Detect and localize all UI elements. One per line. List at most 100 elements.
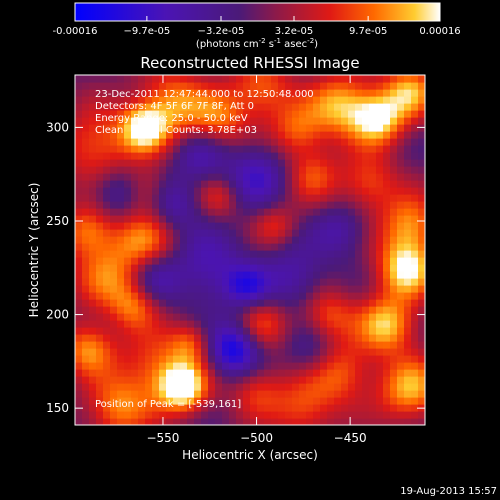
heatmap-cell xyxy=(397,397,405,405)
heatmap-cell xyxy=(292,180,300,188)
heatmap-cell xyxy=(89,250,97,258)
heatmap-cell xyxy=(404,355,412,363)
heatmap-cell xyxy=(124,117,132,125)
heatmap-cell xyxy=(103,131,111,139)
heatmap-cell xyxy=(131,397,139,405)
heatmap-cell xyxy=(327,299,335,307)
heatmap-cell xyxy=(411,411,419,419)
heatmap-cell xyxy=(383,180,391,188)
heatmap-cell xyxy=(75,187,83,195)
heatmap-cell xyxy=(404,299,412,307)
heatmap-cell xyxy=(110,369,118,377)
heatmap-cell xyxy=(292,362,300,370)
heatmap-cell xyxy=(341,334,349,342)
heatmap-cell xyxy=(320,159,328,167)
heatmap-cell xyxy=(292,306,300,314)
heatmap-cell xyxy=(159,362,167,370)
heatmap-cell xyxy=(369,369,377,377)
heatmap-cell xyxy=(383,89,391,97)
heatmap-cell xyxy=(383,334,391,342)
heatmap-cell xyxy=(96,117,104,125)
heatmap-cell xyxy=(404,271,412,279)
heatmap-cell xyxy=(103,306,111,314)
heatmap-cell xyxy=(96,362,104,370)
heatmap-cell xyxy=(264,124,272,132)
heatmap-cell xyxy=(173,82,181,90)
heatmap-cell xyxy=(222,390,230,398)
heatmap-cell xyxy=(369,264,377,272)
heatmap-cell xyxy=(103,222,111,230)
heatmap-cell xyxy=(264,334,272,342)
heatmap-cell xyxy=(264,194,272,202)
heatmap-cell xyxy=(292,131,300,139)
heatmap-cell xyxy=(180,327,188,335)
heatmap-cell xyxy=(187,390,195,398)
heatmap-cell xyxy=(173,159,181,167)
heatmap-cell xyxy=(390,243,398,251)
heatmap-cell xyxy=(117,404,125,412)
heatmap-cell xyxy=(145,159,153,167)
heatmap-cell xyxy=(117,250,125,258)
heatmap-cell xyxy=(355,278,363,286)
heatmap-cell xyxy=(145,222,153,230)
heatmap-cell xyxy=(173,110,181,118)
heatmap-cell xyxy=(341,299,349,307)
heatmap-cell xyxy=(89,369,97,377)
heatmap-cell xyxy=(285,124,293,132)
heatmap-cell xyxy=(299,208,307,216)
heatmap-cell xyxy=(418,264,425,272)
heatmap-cell xyxy=(334,124,342,132)
heatmap-cell xyxy=(208,103,216,111)
heatmap-cell xyxy=(75,152,83,160)
heatmap-cell xyxy=(180,313,188,321)
heatmap-cell xyxy=(166,292,174,300)
heatmap-cell xyxy=(257,334,265,342)
heatmap-cell xyxy=(145,229,153,237)
heatmap-cell xyxy=(390,348,398,356)
heatmap-cell xyxy=(390,201,398,209)
heatmap-cell xyxy=(208,355,216,363)
heatmap-cell xyxy=(411,145,419,153)
heatmap-cell xyxy=(82,271,90,279)
heatmap-cell xyxy=(145,285,153,293)
heatmap-cell xyxy=(306,285,314,293)
heatmap-cell xyxy=(138,390,146,398)
heatmap-cell xyxy=(229,278,237,286)
heatmap-cell xyxy=(173,327,181,335)
heatmap-cell xyxy=(82,194,90,202)
heatmap-cell xyxy=(215,278,223,286)
heatmap-cell xyxy=(229,208,237,216)
heatmap-cell xyxy=(306,166,314,174)
heatmap-cell xyxy=(110,117,118,125)
heatmap-cell xyxy=(264,369,272,377)
heatmap-cell xyxy=(264,103,272,111)
heatmap-cell xyxy=(152,334,160,342)
heatmap-cell xyxy=(299,229,307,237)
heatmap-cell xyxy=(243,299,251,307)
heatmap-cell xyxy=(194,271,202,279)
heatmap-cell xyxy=(243,250,251,258)
heatmap-cell xyxy=(131,327,139,335)
heatmap-cell xyxy=(264,306,272,314)
heatmap-cell xyxy=(362,341,370,349)
heatmap-cell xyxy=(271,306,279,314)
heatmap-cell xyxy=(201,222,209,230)
heatmap-cell xyxy=(222,208,230,216)
heatmap-cell xyxy=(96,271,104,279)
heatmap-cell xyxy=(257,194,265,202)
heatmap-cell xyxy=(362,236,370,244)
heatmap-cell xyxy=(117,103,125,111)
heatmap-cell xyxy=(159,285,167,293)
heatmap-cell xyxy=(131,138,139,146)
heatmap-cell xyxy=(285,271,293,279)
heatmap-cell xyxy=(250,75,258,83)
heatmap-cell xyxy=(152,250,160,258)
heatmap-cell xyxy=(369,390,377,398)
heatmap-cell xyxy=(348,187,356,195)
heatmap-cell xyxy=(243,159,251,167)
heatmap-cell xyxy=(75,306,83,314)
heatmap-cell xyxy=(257,180,265,188)
heatmap-cell xyxy=(103,194,111,202)
heatmap-cell xyxy=(103,250,111,258)
heatmap-cell xyxy=(348,180,356,188)
